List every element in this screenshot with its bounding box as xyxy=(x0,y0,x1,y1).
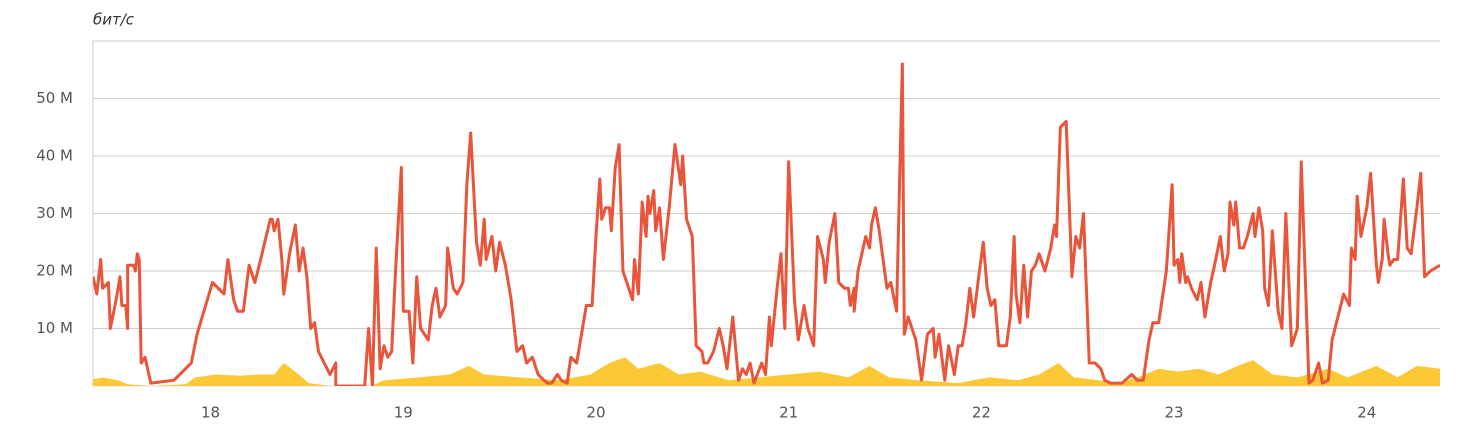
line xyxy=(93,62,1440,386)
x-tick-label: 18 xyxy=(201,404,220,422)
plot-area xyxy=(93,62,1440,386)
y-axis-label: бит/с xyxy=(93,11,135,29)
y-tick-label: 30 M xyxy=(36,204,73,222)
x-tick-label: 19 xyxy=(394,404,413,422)
area xyxy=(93,357,1440,386)
x-tick-label: 20 xyxy=(586,404,605,422)
y-tick-label: 20 M xyxy=(36,262,73,280)
y-tick-label: 10 M xyxy=(36,319,73,337)
x-tick-label: 24 xyxy=(1357,404,1376,422)
y-tick-label: 40 M xyxy=(36,147,73,165)
y-tick-label: 50 M xyxy=(36,89,73,107)
x-tick-label: 23 xyxy=(1165,404,1184,422)
x-tick-label: 21 xyxy=(779,404,798,422)
x-tick-label: 22 xyxy=(972,404,991,422)
